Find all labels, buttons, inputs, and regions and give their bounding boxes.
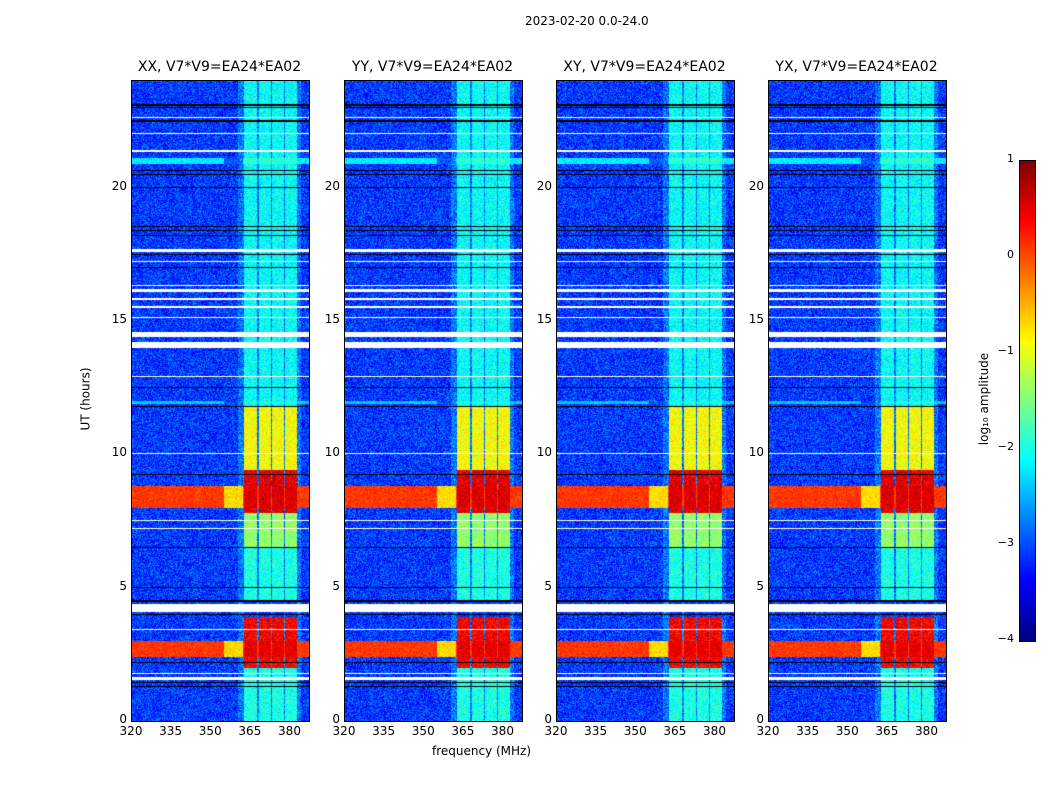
x-tick-label: 380 — [491, 724, 514, 738]
colorbar-tick-label: 1 — [1007, 152, 1014, 165]
y-tick-label: 15 — [324, 312, 340, 326]
y-tick-label: 10 — [748, 445, 764, 460]
heatmap-panel-xx — [131, 80, 310, 722]
x-tick-label: 365 — [451, 724, 475, 738]
colorbar-tick-label: −1 — [997, 344, 1014, 357]
x-tick-label: 320 — [544, 724, 568, 738]
y-tick-label: 10 — [111, 445, 127, 460]
x-tick-label: 320 — [332, 724, 356, 738]
y-tick-label: 20 — [536, 178, 552, 193]
y-tick-label: 5 — [119, 578, 127, 593]
y-tick-label: 0 — [332, 712, 340, 726]
y-tick-label: 5 — [544, 578, 552, 593]
x-tick-label: 365 — [875, 724, 899, 738]
y-tick-label: 20 — [111, 178, 127, 193]
colorbar-tick-label: 0 — [1007, 248, 1014, 261]
colorbar — [1019, 160, 1036, 642]
y-tick-label: 0 — [544, 712, 552, 726]
y-tick-label: 15 — [111, 312, 127, 326]
y-tick-label: 5 — [756, 578, 764, 593]
heatmap-panel-xy — [556, 80, 735, 722]
colorbar-tick-label: −2 — [997, 440, 1014, 453]
colorbar-tick-label: −4 — [997, 632, 1014, 645]
y-tick-label: 20 — [324, 178, 340, 193]
panel-title: XY, V7*V9=EA24*EA02 — [563, 59, 726, 75]
x-axis-label: frequency (MHz) — [432, 744, 532, 758]
x-tick-label: 320 — [756, 724, 780, 738]
y-tick-label: 20 — [748, 178, 764, 193]
x-tick-label: 350 — [835, 724, 859, 738]
colorbar-label: log₁₀ amplitude — [977, 352, 992, 446]
x-tick-label: 380 — [915, 724, 938, 738]
x-tick-label: 350 — [411, 724, 435, 738]
y-tick-label: 10 — [324, 445, 340, 460]
suptitle: 2023-02-20 0.0-24.0 — [525, 14, 649, 28]
x-tick-label: 350 — [198, 724, 222, 738]
heatmap-panel-yy — [344, 80, 523, 722]
panel-title: YY, V7*V9=EA24*EA02 — [351, 59, 514, 75]
colorbar-tick-label: −3 — [997, 536, 1014, 549]
x-tick-label: 320 — [119, 724, 143, 738]
y-tick-label: 5 — [332, 578, 340, 593]
x-tick-label: 335 — [584, 724, 608, 738]
x-tick-label: 335 — [796, 724, 820, 738]
x-tick-label: 380 — [703, 724, 726, 738]
x-tick-label: 380 — [278, 724, 301, 738]
panel-title: YX, V7*V9=EA24*EA02 — [775, 59, 938, 75]
panel-title: XX, V7*V9=EA24*EA02 — [137, 59, 302, 75]
x-tick-label: 365 — [663, 724, 687, 738]
x-tick-label: 365 — [238, 724, 262, 738]
y-tick-label: 15 — [536, 312, 552, 326]
x-tick-label: 335 — [159, 724, 183, 738]
x-tick-label: 350 — [623, 724, 647, 738]
y-tick-label: 10 — [536, 445, 552, 460]
heatmap-panel-yx — [768, 80, 947, 722]
y-tick-label: 0 — [756, 712, 764, 726]
y-tick-label: 15 — [748, 312, 764, 326]
x-tick-label: 335 — [372, 724, 396, 738]
y-axis-label: UT (hours) — [78, 367, 93, 431]
y-tick-label: 0 — [119, 712, 127, 726]
